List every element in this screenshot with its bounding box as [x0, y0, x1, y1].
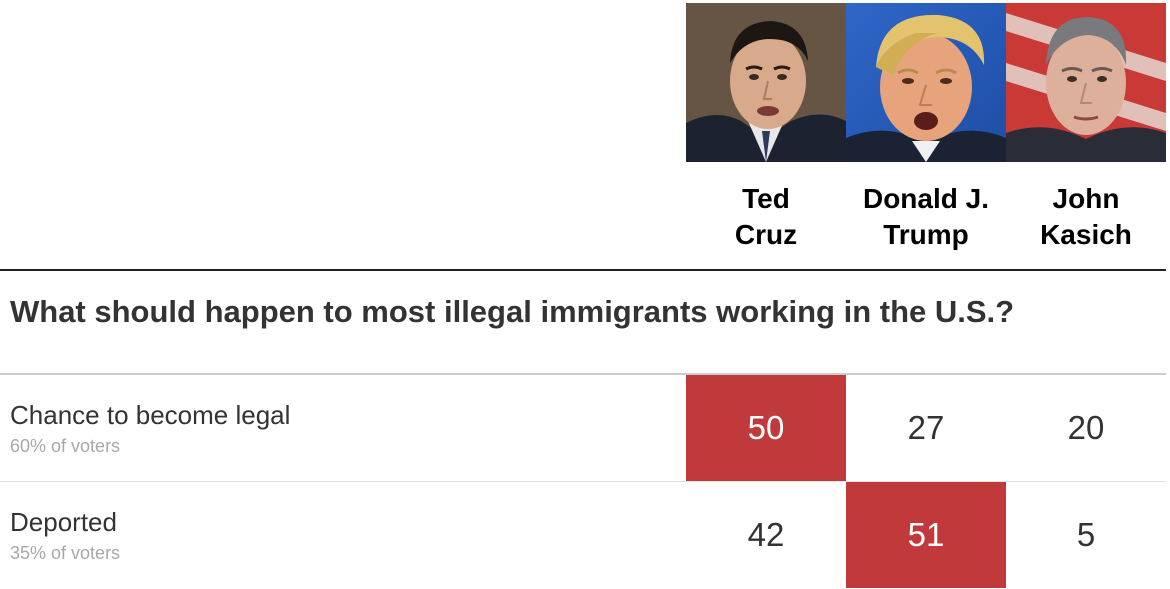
candidate-name: Ted Cruz [686, 181, 846, 253]
value-cell-john-kasich: 5 [1076, 516, 1096, 553]
candidate-last-name: Cruz [734, 219, 798, 250]
donald-trump-portrait-icon [846, 3, 1006, 162]
candidate-first-name: Ted [742, 183, 790, 214]
john-kasich-portrait-icon [1006, 3, 1166, 162]
value-cell-donald-trump: 27 [907, 409, 945, 446]
candidate-john-kasich: John Kasich [1006, 3, 1166, 265]
header-divider [0, 269, 1166, 271]
voter-share: 60% of voters [10, 436, 121, 456]
candidate-name: Donald J. Trump [846, 181, 1006, 253]
candidate-ted-cruz: Ted Cruz [686, 3, 846, 265]
value-cell-ted-cruz: 42 [747, 516, 785, 553]
candidate-first-name: John [1052, 183, 1120, 214]
candidate-name: John Kasich [1006, 181, 1166, 253]
candidate-last-name: Trump [883, 219, 969, 250]
candidate-last-name: Kasich [1040, 219, 1132, 250]
answer-label: Deported [10, 507, 117, 537]
voter-share: 35% of voters [10, 543, 121, 563]
value-cell-ted-cruz: 50 [686, 375, 846, 481]
answer-label: Chance to become legal [10, 400, 291, 430]
value-cell-donald-trump: 51 [846, 482, 1006, 588]
table-row: Chance to become legal 60% of voters 50 … [0, 375, 1166, 481]
candidate-first-name: Donald J. [862, 183, 989, 214]
candidate-header: Ted Cruz [686, 3, 1166, 265]
ted-cruz-portrait-icon [686, 3, 846, 162]
candidate-donald-trump: Donald J. Trump [846, 3, 1006, 265]
table-top-divider [0, 373, 1166, 375]
results-table: Chance to become legal 60% of voters 50 … [0, 373, 1166, 588]
question-title: What should happen to most illegal immig… [10, 294, 1015, 329]
row-divider [0, 481, 1166, 482]
value-cell-john-kasich: 20 [1067, 409, 1105, 446]
table-row: Deported 35% of voters 42 51 5 [0, 482, 1166, 588]
